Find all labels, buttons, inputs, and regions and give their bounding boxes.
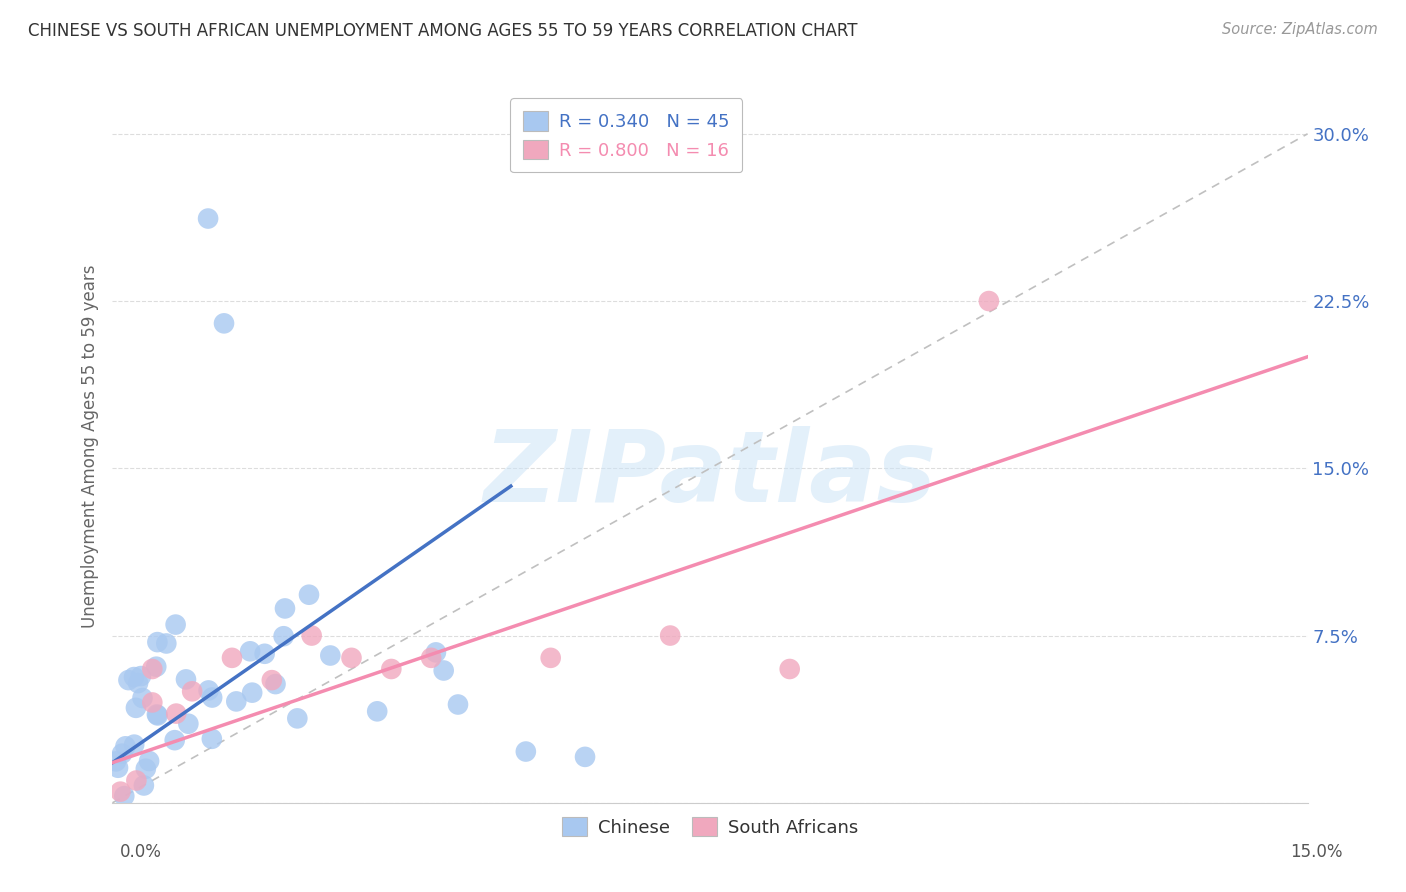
Point xyxy=(145,659,167,673)
Point xyxy=(340,651,363,665)
Point xyxy=(298,588,321,602)
Point xyxy=(433,664,456,678)
Point xyxy=(146,708,169,723)
Point xyxy=(420,651,443,665)
Point xyxy=(110,785,132,799)
Point xyxy=(107,761,129,775)
Point xyxy=(274,601,297,615)
Point xyxy=(114,739,136,754)
Point xyxy=(366,704,388,718)
Text: CHINESE VS SOUTH AFRICAN UNEMPLOYMENT AMONG AGES 55 TO 59 YEARS CORRELATION CHAR: CHINESE VS SOUTH AFRICAN UNEMPLOYMENT AM… xyxy=(28,22,858,40)
Point xyxy=(146,635,169,649)
Point xyxy=(273,629,295,643)
Point xyxy=(201,731,224,746)
Point xyxy=(447,698,470,712)
Point xyxy=(574,750,596,764)
Point xyxy=(165,617,187,632)
Point xyxy=(515,745,537,759)
Point xyxy=(221,651,243,665)
Point xyxy=(779,662,801,676)
Point xyxy=(977,293,1000,308)
Point xyxy=(129,669,152,683)
Point xyxy=(225,694,247,708)
Point xyxy=(104,755,127,769)
Point xyxy=(197,211,219,226)
Point xyxy=(301,628,323,642)
Text: 0.0%: 0.0% xyxy=(120,843,162,861)
Point xyxy=(155,636,177,650)
Point xyxy=(122,738,145,752)
Point xyxy=(177,716,200,731)
Point xyxy=(125,773,148,788)
Point xyxy=(132,779,155,793)
Point xyxy=(201,690,224,705)
Point xyxy=(264,677,287,691)
Y-axis label: Unemployment Among Ages 55 to 59 years: Unemployment Among Ages 55 to 59 years xyxy=(80,264,98,628)
Point xyxy=(380,662,402,676)
Point xyxy=(425,645,447,659)
Point xyxy=(122,670,145,684)
Point xyxy=(197,683,219,698)
Point xyxy=(141,662,163,676)
Point xyxy=(540,651,562,665)
Point xyxy=(319,648,342,663)
Point xyxy=(285,711,308,725)
Point xyxy=(138,754,160,768)
Point xyxy=(131,691,153,706)
Point xyxy=(135,762,157,776)
Text: ZIPatlas: ZIPatlas xyxy=(484,426,936,523)
Legend: Chinese, South Africans: Chinese, South Africans xyxy=(555,809,865,844)
Point xyxy=(181,684,204,698)
Point xyxy=(111,747,134,761)
Point xyxy=(125,701,148,715)
Point xyxy=(260,673,283,687)
Point xyxy=(174,673,197,687)
Point xyxy=(659,628,682,642)
Point xyxy=(112,789,135,804)
Point xyxy=(163,733,186,747)
Point xyxy=(239,644,262,658)
Point xyxy=(240,686,263,700)
Point xyxy=(212,316,235,330)
Text: Source: ZipAtlas.com: Source: ZipAtlas.com xyxy=(1222,22,1378,37)
Point xyxy=(127,676,149,690)
Point xyxy=(165,706,187,721)
Point xyxy=(117,673,139,687)
Text: 15.0%: 15.0% xyxy=(1291,843,1343,861)
Point xyxy=(253,647,276,661)
Point xyxy=(141,696,163,710)
Point xyxy=(146,707,169,722)
